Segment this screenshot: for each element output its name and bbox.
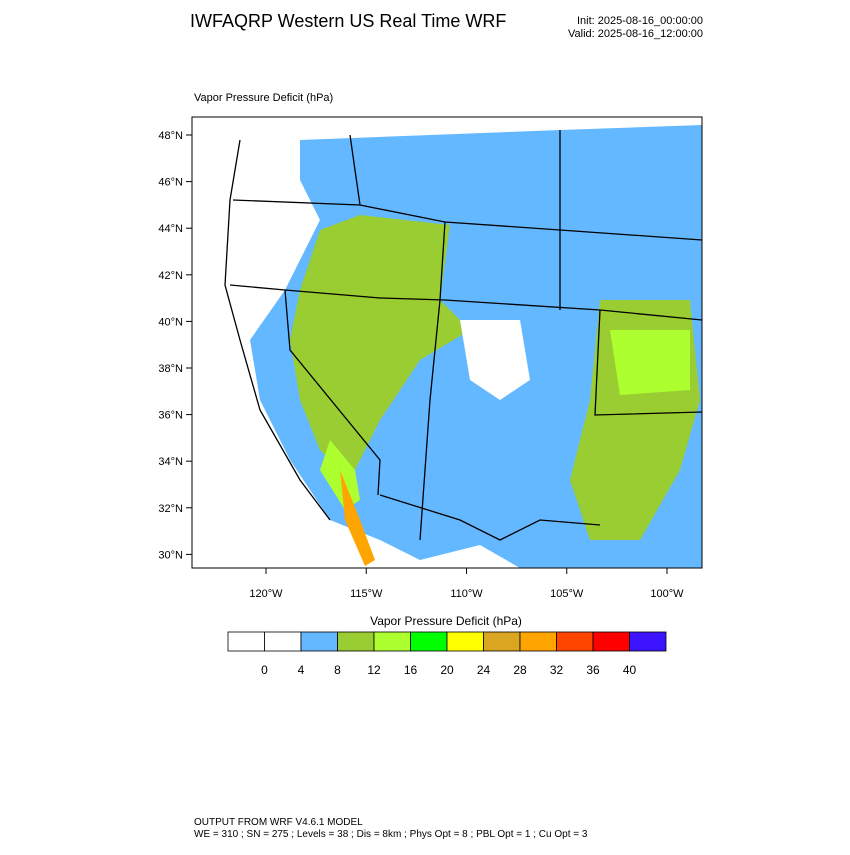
- colorbar-box: [300, 631, 338, 652]
- colorbar-box: [483, 631, 521, 652]
- lat-tick-label: 30°N: [158, 549, 183, 561]
- map-field: [192, 117, 702, 568]
- colorbar-label: 16: [404, 663, 418, 677]
- colorbar-box: [264, 631, 302, 652]
- colorbar-label: 8: [334, 663, 341, 677]
- state-borders: [224, 130, 702, 541]
- init-time: Init: 2025-08-16_00:00:00: [577, 15, 703, 27]
- colorbar-box: [519, 631, 557, 652]
- lat-tick-label: 36°N: [158, 410, 183, 422]
- colorbar-box: [446, 631, 484, 652]
- valid-time: Valid: 2025-08-16_12:00:00: [568, 28, 703, 40]
- lat-tick-label: 38°N: [158, 363, 183, 375]
- lon-tick-label: 110°W: [450, 588, 483, 600]
- colorbar: 0 4 8 12 16 20 24 28 32 36 40: [227, 631, 667, 677]
- field-white: [460, 320, 530, 400]
- field-white-west: [192, 120, 300, 500]
- colorbar-label: 0: [261, 663, 268, 677]
- lat-tick-label: 44°N: [158, 223, 183, 235]
- map-frame: [191, 116, 703, 569]
- colorbar-label: 28: [513, 663, 527, 677]
- lat-tick-label: 34°N: [158, 456, 183, 468]
- lat-tick-label: 32°N: [158, 503, 183, 515]
- footer-line: OUTPUT FROM WRF V4.6.1 MODEL: [194, 817, 363, 828]
- colorbar-label: 24: [477, 663, 491, 677]
- colorbar-box: [556, 631, 594, 652]
- title: IWFAQRP Western US Real Time WRF: [190, 11, 506, 31]
- footer-line: WE = 310 ; SN = 275 ; Levels = 38 ; Dis …: [194, 829, 588, 840]
- field-lime: [610, 330, 690, 395]
- lon-tick-label: 120°W: [249, 588, 283, 600]
- lat-tick-label: 42°N: [158, 270, 183, 282]
- lat-tick-label: 40°N: [158, 316, 183, 328]
- map: 48°N 46°N 44°N 42°N 40°N 38°N 36°N 34°N 32°N 30°N…: [158, 116, 703, 600]
- colorbar-label: 40: [623, 663, 637, 677]
- lat-tick-label: 48°N: [158, 130, 183, 142]
- field-lime-sw: [320, 440, 360, 510]
- lon-tick-label: 105°W: [550, 588, 584, 600]
- colorbar-box: [227, 631, 265, 652]
- lat-tick-label: 46°N: [158, 177, 183, 189]
- field-olive: [290, 215, 470, 480]
- colorbar-box: [592, 631, 630, 652]
- colorbar-box: [410, 631, 448, 652]
- colorbar-label: 20: [440, 663, 454, 677]
- lon-tick-label: 100°W: [650, 588, 684, 600]
- colorbar-label: 4: [298, 663, 305, 677]
- colorbar-box: [629, 631, 667, 652]
- colorbar-box: [337, 631, 375, 652]
- colorbar-label: 36: [586, 663, 600, 677]
- colorbar-box: [373, 631, 411, 652]
- colorbar-label: 32: [550, 663, 564, 677]
- colorbar-label: 12: [367, 663, 381, 677]
- map-label: Vapor Pressure Deficit (hPa): [194, 92, 333, 104]
- colorbar-title: Vapor Pressure Deficit (hPa): [370, 614, 522, 628]
- lon-tick-label: 115°W: [350, 588, 383, 600]
- field-orange: [340, 470, 375, 566]
